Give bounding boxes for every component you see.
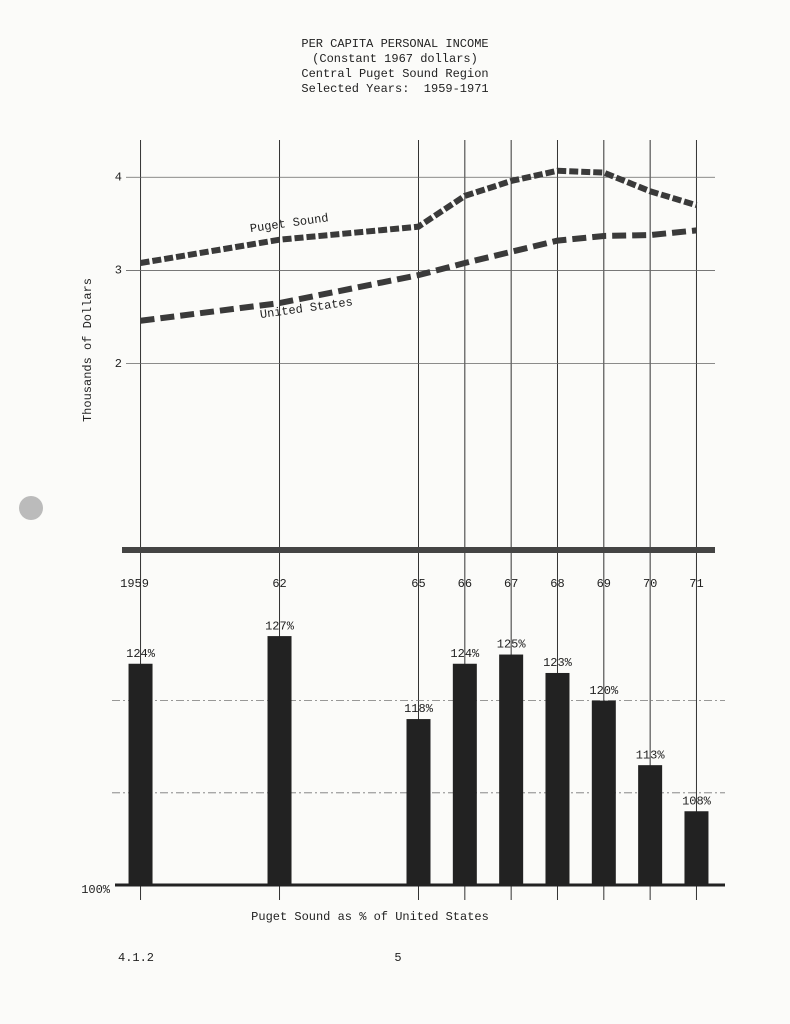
x-tick-label: 62 xyxy=(272,577,286,591)
x-tick-label: 71 xyxy=(689,577,703,591)
bar xyxy=(591,700,616,885)
x-tick-label: 68 xyxy=(550,577,564,591)
value-label: 124% xyxy=(450,647,480,661)
chart-subtitle: (Constant 1967 dollars) xyxy=(312,52,478,66)
x-tick-label: 70 xyxy=(643,577,657,591)
bar xyxy=(499,654,524,885)
y-tick-label: 4 xyxy=(115,170,122,184)
bar xyxy=(267,636,292,885)
bar xyxy=(452,663,477,885)
value-label: 108% xyxy=(682,794,712,808)
value-label: 127% xyxy=(265,619,295,633)
bar xyxy=(128,663,153,885)
value-label: 123% xyxy=(543,656,573,670)
chart-title: PER CAPITA PERSONAL INCOME xyxy=(301,37,488,51)
x-tick-label: 65 xyxy=(411,577,425,591)
punch-hole xyxy=(19,496,43,520)
x-tick-label: 66 xyxy=(458,577,472,591)
bar xyxy=(545,672,570,885)
value-label: 120% xyxy=(589,684,619,698)
series-line xyxy=(140,227,697,324)
page-number: 5 xyxy=(394,951,401,965)
section-number: 4.1.2 xyxy=(118,951,154,965)
bar xyxy=(406,719,431,885)
chart-subtitle: Central Puget Sound Region xyxy=(301,67,488,81)
x-tick-label: 1959 xyxy=(120,577,149,591)
y-tick-label: 100% xyxy=(81,883,111,897)
bar xyxy=(638,765,663,885)
y-axis-label: Thousands of Dollars xyxy=(81,278,95,422)
y-tick-label: 3 xyxy=(115,264,122,278)
chart-subtitle: Selected Years: 1959-1971 xyxy=(301,82,488,96)
value-label: 124% xyxy=(126,647,156,661)
value-label: 118% xyxy=(404,702,434,716)
x-axis-label: Puget Sound as % of United States xyxy=(251,910,489,924)
series-label: Puget Sound xyxy=(249,211,329,236)
x-tick-label: 69 xyxy=(597,577,611,591)
series-line xyxy=(140,167,698,266)
value-label: 125% xyxy=(497,638,527,652)
x-tick-label: 67 xyxy=(504,577,518,591)
value-label: 113% xyxy=(636,748,666,762)
bar xyxy=(684,811,709,885)
y-tick-label: 2 xyxy=(115,357,122,371)
